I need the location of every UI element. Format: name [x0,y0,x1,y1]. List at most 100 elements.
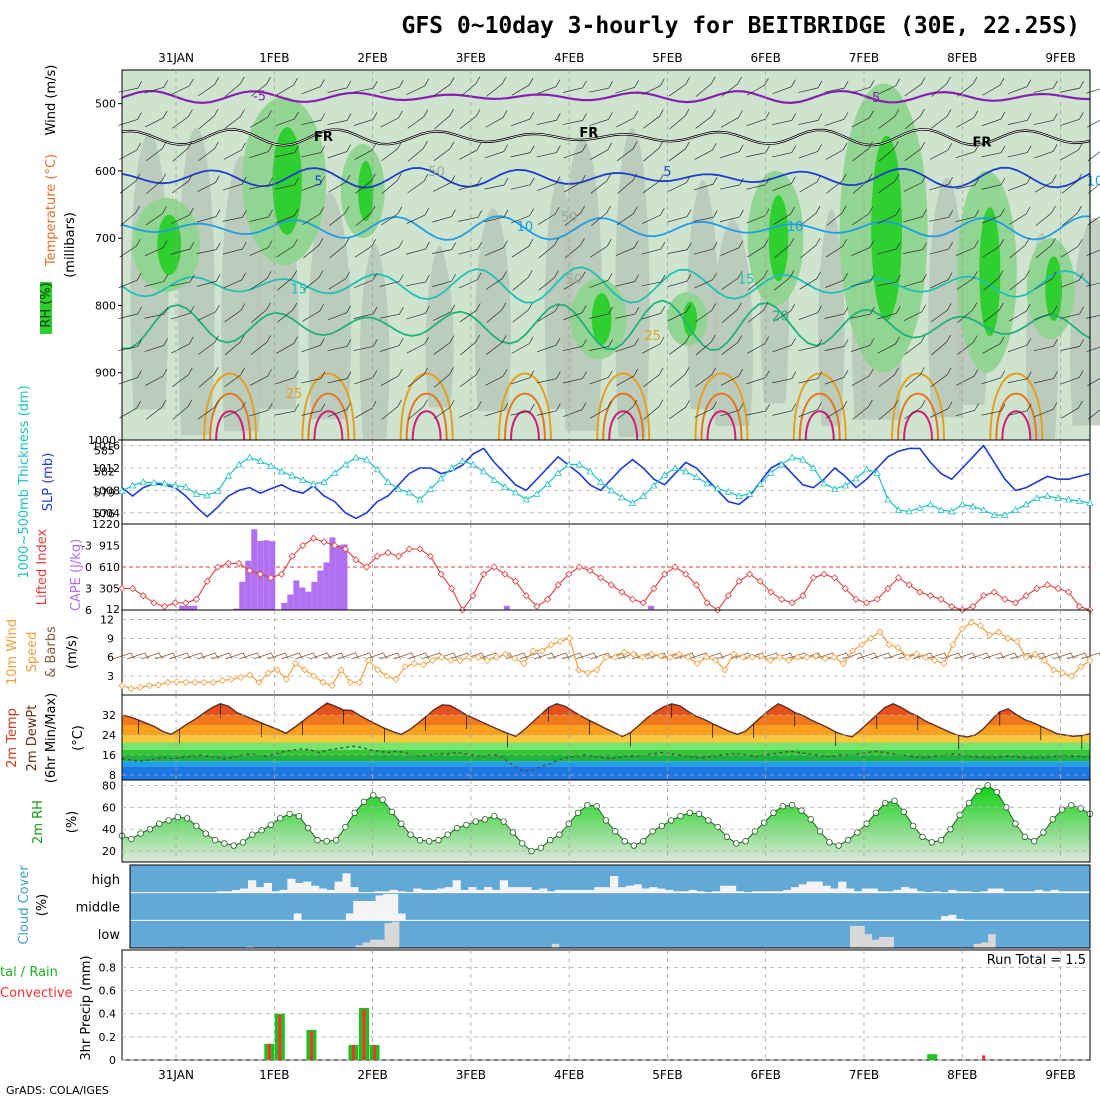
wind-barb [510,177,535,190]
cloud-frame [129,864,1091,949]
wind-barb [354,238,377,258]
wind-barb [354,142,377,160]
isotherm-minus5 [121,89,1091,105]
cape-bar [293,580,300,610]
thickness-point [1065,495,1073,503]
wind-barb [381,206,403,226]
cloud-high-bar [767,891,776,893]
thickness-point [703,479,711,487]
isotherm-label: 50 [561,211,578,226]
li-tick-label: 0 [85,561,92,574]
rh-point [593,803,600,810]
lifted-index-point [129,584,137,593]
rh-point [156,820,163,827]
cape-bar [185,605,192,610]
isotherm-15 [121,266,1091,304]
wind-barb [616,206,638,226]
rh-point [649,828,656,835]
warm-isotherm-dome [989,372,1044,441]
cloud-high-bar [1034,889,1044,893]
thickness-point [437,474,445,482]
chart-panels: 31JAN 1FEB 2FEB 3FEB 4FEB 5FEB 6FEB 7FEB 8FEB 9FE… [0,51,1100,1082]
wind-barb [354,400,377,419]
rh-point [407,831,414,838]
lifted-index-point [416,545,424,553]
wind-barb [198,400,219,420]
wind-speed-point [355,678,363,686]
lifted-index-point [267,574,275,582]
thickness-point [894,506,903,513]
date-tick-bottom: 8FEB [947,1068,977,1082]
wind-barb [641,274,666,287]
rh-point [677,812,684,820]
rh-saturated-core [871,135,903,321]
cape-bar [311,581,318,610]
wind-barb [222,210,247,222]
cloud-high-bar [602,887,611,893]
wind-speed-point [712,656,720,664]
wind-barb [1009,270,1030,291]
rh-point [258,827,265,834]
wind-barb [1087,409,1100,420]
wind-speed-point [529,647,537,655]
wind-speed-point [1013,637,1021,646]
wind-barb [668,175,691,192]
cloud-high-bar [909,888,918,893]
thickness-point [745,490,754,497]
wind-barb [694,401,717,418]
wind-barb [302,206,324,225]
wind-speed-point [967,619,975,627]
wind-barb [328,174,351,193]
rh-point [267,821,275,829]
wind-barb [172,399,193,420]
wind-barb [484,209,509,223]
cloud-low-bar [391,921,400,948]
rh-point [993,788,1001,796]
lifted-index-point [607,581,615,589]
wind-barb [407,367,429,388]
thickness-point [341,460,350,468]
rh2m-unit-label: (%) [65,811,80,834]
cloud-low-bar [246,946,254,948]
rh-point [286,810,293,818]
wind-barb [719,177,744,190]
rh-point [761,819,768,826]
wind-speed-point [1068,672,1076,680]
wind-barb [1034,402,1058,418]
wind-barb [144,274,169,287]
thickness-point [160,479,169,487]
wind-barb [1059,80,1084,93]
wind-barb [852,141,873,162]
lifted-index-point [724,592,732,600]
wind-barb [249,209,273,223]
rh-point [816,828,824,835]
lifted-index-point [1011,599,1020,607]
warm-isotherm-dome [798,392,841,441]
lifted-index-point [405,545,413,553]
wind-barb [432,274,456,287]
rh-saturated-core [358,160,374,222]
wind-barb [536,371,561,384]
lifted-index-point [852,595,860,603]
wind-barb [955,144,980,159]
rh-saturated-core [683,301,698,337]
wind-barb [146,399,167,420]
lifted-index-point [575,563,583,571]
wind-speed-point [538,647,546,655]
lifted-index-point [288,552,296,560]
thickness-point [299,476,307,483]
lifted-index-point [448,584,456,593]
wind-barb [693,176,718,191]
rh-tick-label: 60 [102,801,116,814]
cloud-high-bar [224,891,233,893]
thickness-point [1054,494,1062,501]
isotherm-20 [121,299,1091,352]
precip-convective-label: Convective [0,986,73,1001]
rh-point [546,836,554,844]
thickness-point [1086,499,1094,506]
wind-barb [328,271,351,290]
rh-point [249,831,256,838]
cloud-high-bar [1082,891,1091,893]
cloud-high-bar [861,888,870,893]
wind-barb [144,80,169,94]
